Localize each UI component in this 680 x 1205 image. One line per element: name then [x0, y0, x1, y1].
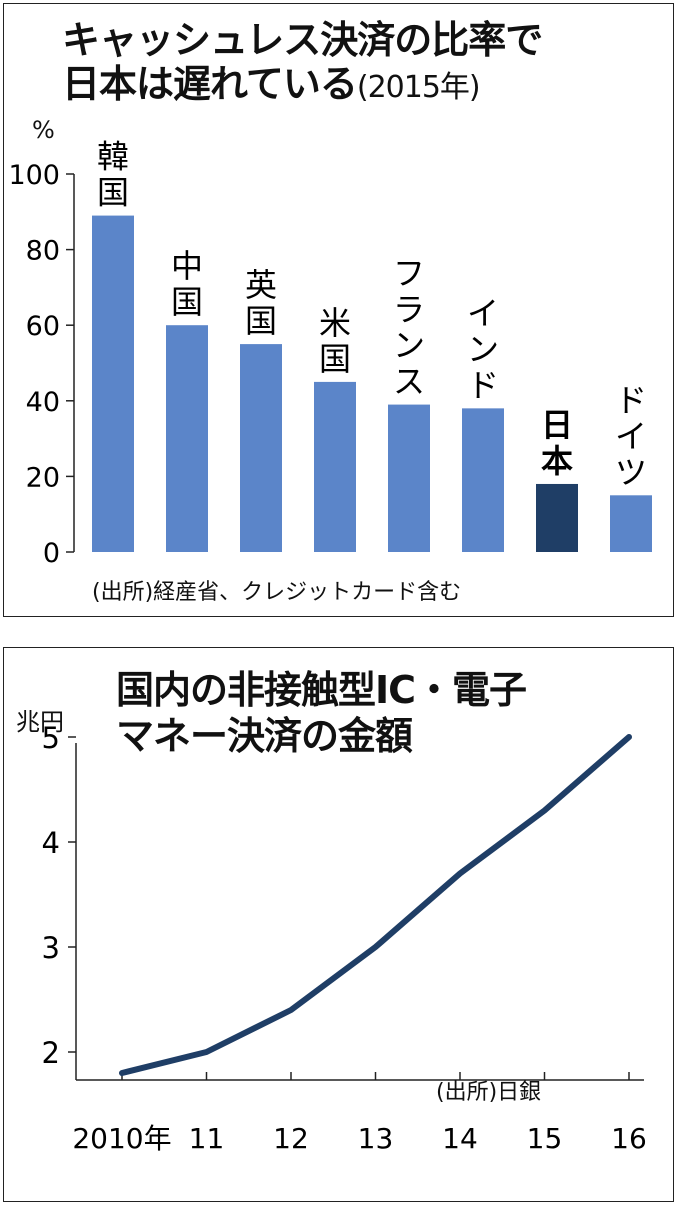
series-line — [119, 734, 632, 1076]
category-label: 米国 — [319, 304, 351, 378]
bar — [388, 404, 430, 552]
bar — [462, 408, 504, 552]
category-label: インド — [467, 294, 499, 404]
y-tick-label: 2 — [42, 1036, 60, 1070]
bar — [536, 483, 578, 552]
y-tick-label: 60 — [26, 311, 60, 342]
y-tick-label: 20 — [26, 462, 60, 493]
bar-chart-title-line2: 日本は遅れている(2015年) — [62, 62, 481, 110]
line-chart-title-line1: 国内の非接触型IC・電子 — [116, 668, 527, 712]
bar — [610, 495, 652, 552]
bar — [314, 381, 356, 552]
bar-chart-title-line1: キャッシュレス決済の比率で — [62, 18, 543, 62]
bar — [240, 344, 282, 552]
x-tick-label: 15 — [527, 1122, 563, 1155]
line-chart-panel: 国内の非接触型IC・電子 マネー決済の金額 兆円 2 3 4 5 2010年 11 12 13… — [3, 647, 674, 1202]
bar-chart-title-note: (2015年) — [356, 70, 481, 105]
line-chart-plot: 2 3 4 5 2010年 11 12 13 14 15 16 — [42, 721, 647, 1155]
y-tick-label: 5 — [42, 721, 60, 755]
category-label: 英国 — [245, 266, 277, 340]
bar-chart-panel: キャッシュレス決済の比率で 日本は遅れている(2015年) % 0 20 40 60 8… — [3, 3, 674, 617]
bar-chart-unit: % — [32, 116, 55, 144]
bar-chart-title-main: 日本は遅れている — [62, 62, 358, 106]
y-tick-label: 3 — [42, 931, 60, 965]
y-tick-label: 0 — [43, 538, 60, 569]
line-chart-source: (出所)日銀 — [436, 1080, 542, 1105]
y-tick-label: 4 — [42, 826, 60, 860]
x-tick-label: 11 — [189, 1122, 225, 1155]
x-tick-label: 14 — [442, 1122, 478, 1155]
category-label: 中国 — [171, 247, 203, 321]
y-tick-label: 40 — [26, 387, 60, 418]
category-label: フランス — [393, 255, 425, 401]
bar — [166, 325, 208, 552]
bar-chart-source: (出所)経産省、クレジットカード含む — [92, 580, 462, 605]
line-chart-unit: 兆円 — [16, 708, 64, 736]
x-tick-label: 2010年 — [72, 1122, 171, 1155]
category-label: 日本 — [541, 406, 573, 480]
category-label: 韓国 — [97, 138, 129, 212]
x-tick-label: 16 — [611, 1122, 647, 1155]
bar — [92, 215, 134, 552]
x-tick-label: 13 — [358, 1122, 394, 1155]
x-tick-label: 12 — [273, 1122, 309, 1155]
y-tick-label: 80 — [26, 236, 60, 267]
y-tick-label: 100 — [8, 160, 60, 191]
category-label: ドイツ — [615, 381, 647, 491]
line-chart-title-line2: マネー決済の金額 — [116, 714, 413, 758]
